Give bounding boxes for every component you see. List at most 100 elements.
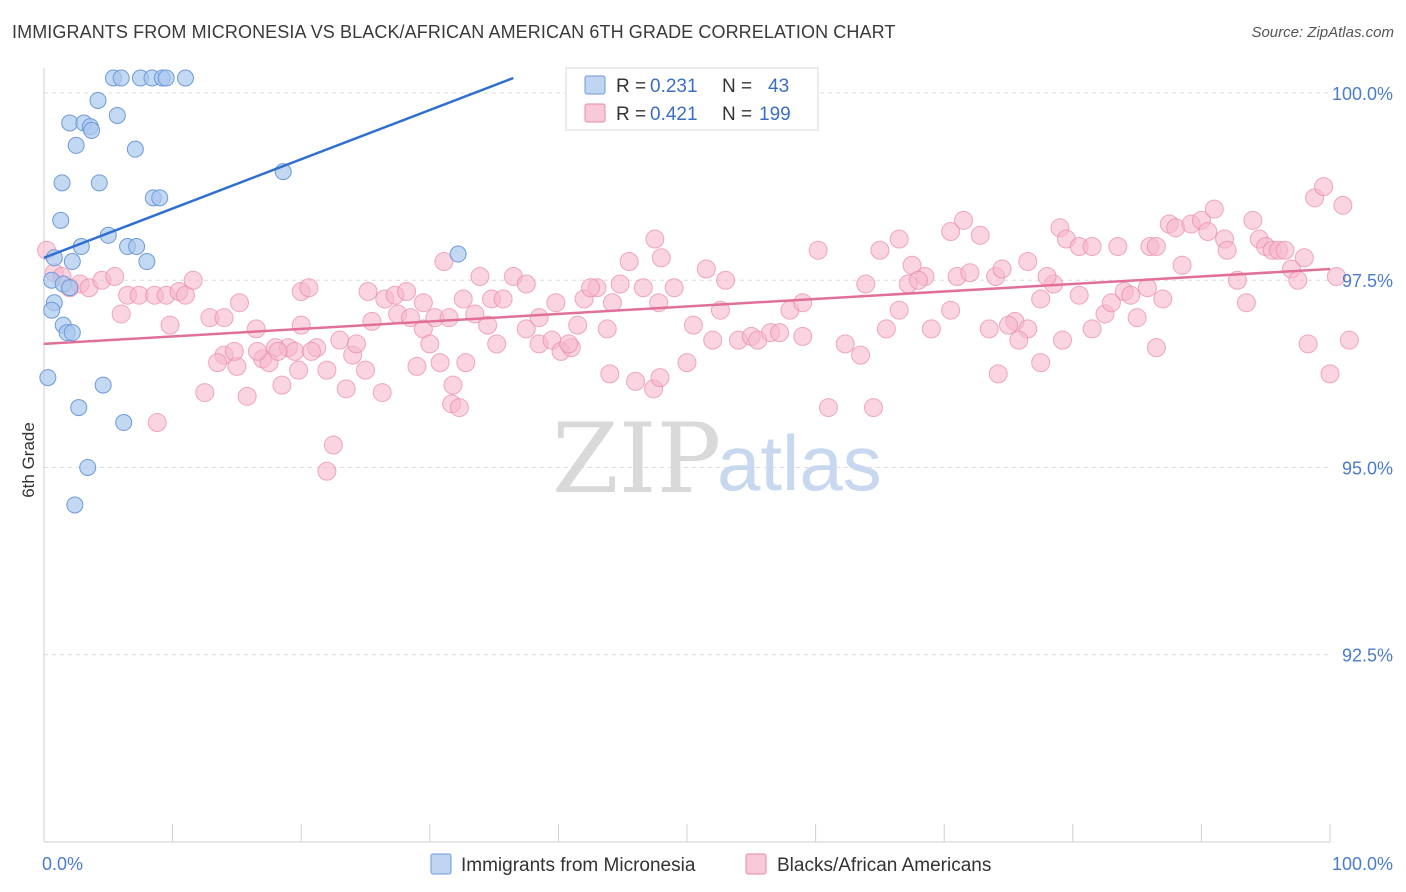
point-micronesia: [89, 91, 107, 109]
series-legend-swatch-blacks: [745, 853, 767, 875]
watermark-zip: ZIP: [552, 403, 721, 515]
point-blacks: [979, 319, 999, 339]
point-blacks: [716, 270, 736, 290]
point-blacks: [1243, 210, 1263, 230]
point-blacks: [1018, 252, 1038, 272]
point-blacks: [224, 341, 244, 361]
point-micronesia: [52, 211, 70, 229]
point-blacks: [1326, 266, 1346, 286]
point-blacks: [229, 293, 249, 313]
trend-line-micronesia: [43, 76, 514, 259]
point-blacks: [999, 315, 1018, 335]
point-blacks: [413, 293, 433, 313]
point-micronesia: [61, 114, 79, 132]
point-micronesia: [157, 69, 175, 87]
point-blacks: [908, 270, 928, 290]
point-blacks: [1320, 364, 1340, 384]
legend-n-value-2: 199: [759, 104, 791, 125]
point-micronesia: [53, 174, 71, 192]
point-blacks: [1031, 353, 1051, 373]
axes: [43, 68, 1331, 843]
point-blacks: [1204, 199, 1224, 219]
legend-r-label-1: R =: [616, 76, 646, 97]
point-micronesia: [39, 369, 57, 387]
point-blacks: [1288, 270, 1308, 290]
point-blacks: [1314, 177, 1334, 197]
point-blacks: [581, 278, 601, 298]
point-blacks: [559, 334, 579, 354]
point-micronesia: [138, 253, 156, 271]
point-blacks: [992, 259, 1012, 279]
point-blacks: [851, 345, 871, 365]
legend-n-value-1: 43: [768, 76, 789, 97]
point-blacks: [247, 341, 267, 361]
point-blacks: [323, 435, 343, 455]
point-blacks: [610, 274, 630, 294]
source-label: Source: ZipAtlas.com: [1251, 24, 1394, 41]
point-blacks: [633, 278, 653, 298]
point-blacks: [1069, 285, 1089, 305]
point-blacks: [889, 300, 909, 320]
point-blacks: [285, 341, 305, 361]
point-blacks: [1339, 330, 1359, 350]
point-blacks: [677, 353, 697, 373]
point-blacks: [272, 375, 292, 395]
point-blacks: [246, 319, 266, 339]
point-micronesia: [90, 174, 108, 192]
point-blacks: [453, 289, 473, 309]
series-blacks-points: [37, 177, 1359, 481]
point-blacks: [1009, 330, 1029, 350]
point-blacks: [1037, 266, 1057, 286]
legend-r-value-1: 0.231: [650, 76, 698, 97]
point-blacks: [346, 334, 366, 354]
point-blacks: [650, 368, 670, 388]
point-blacks: [626, 371, 646, 391]
point-blacks: [208, 353, 228, 373]
point-micronesia: [70, 399, 88, 417]
point-blacks: [870, 240, 890, 260]
point-blacks: [808, 240, 828, 260]
point-blacks: [1153, 289, 1173, 309]
point-blacks: [770, 323, 790, 343]
trend-lines: [43, 76, 1331, 346]
x-tick-label-min: 0.0%: [42, 854, 83, 874]
point-blacks: [160, 315, 180, 335]
point-blacks: [1082, 237, 1102, 257]
point-blacks: [183, 270, 203, 290]
point-blacks: [664, 278, 684, 298]
legend-r-value-2: 0.421: [650, 104, 698, 125]
point-blacks: [487, 334, 507, 354]
point-blacks: [1082, 319, 1102, 339]
chart-title: IMMIGRANTS FROM MICRONESIA VS BLACK/AFRI…: [12, 22, 896, 42]
series-legend-label-blacks: Blacks/African Americans: [777, 855, 991, 876]
point-blacks: [546, 293, 566, 313]
point-blacks: [793, 326, 813, 346]
point-blacks: [1121, 285, 1141, 305]
point-blacks: [1053, 330, 1073, 350]
point-blacks: [619, 252, 639, 272]
point-blacks: [1236, 293, 1256, 313]
point-blacks: [358, 281, 378, 301]
point-blacks: [953, 210, 973, 230]
point-blacks: [434, 252, 454, 272]
stats-legend-box: [565, 67, 819, 131]
y-tick-label: 100.0%: [1332, 84, 1393, 104]
point-blacks: [493, 289, 513, 309]
point-micronesia: [112, 69, 130, 87]
point-blacks: [516, 274, 536, 294]
point-micronesia: [115, 414, 133, 432]
point-micronesia: [63, 253, 81, 271]
point-micronesia: [43, 301, 61, 319]
y-tick-label: 97.5%: [1342, 271, 1393, 291]
point-blacks: [362, 311, 382, 331]
point-blacks: [960, 263, 980, 283]
y-tick-label: 95.0%: [1342, 458, 1393, 478]
point-micronesia: [83, 121, 101, 139]
point-blacks: [1275, 240, 1295, 260]
point-blacks: [317, 360, 337, 380]
point-blacks: [1101, 293, 1121, 313]
legend-n-label-2: N =: [722, 104, 752, 125]
point-blacks: [175, 285, 195, 305]
point-blacks: [645, 229, 665, 249]
series-legend-swatch-micronesia: [430, 853, 452, 875]
